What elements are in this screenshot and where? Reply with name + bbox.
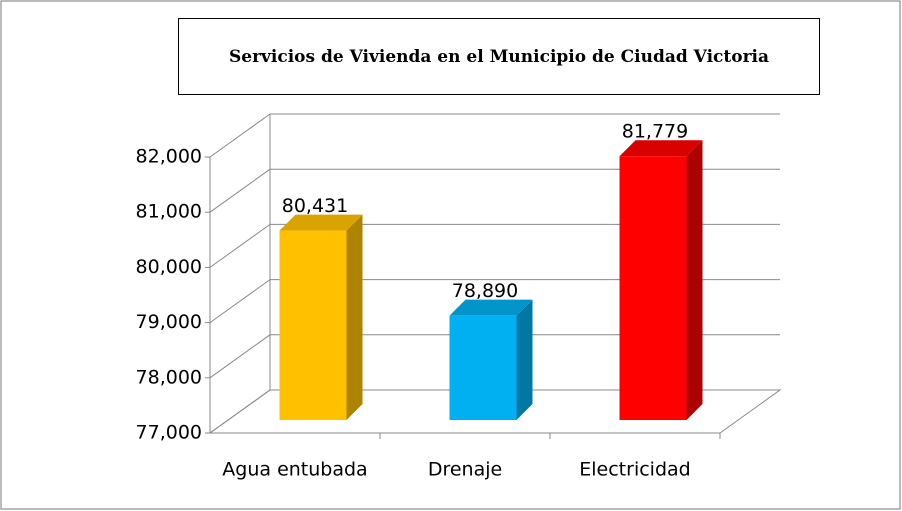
grid-line bbox=[209, 279, 271, 324]
x-tick-label: Drenaje bbox=[428, 459, 502, 481]
bar bbox=[279, 230, 347, 420]
bar-top bbox=[279, 214, 363, 231]
value-label: 80,431 bbox=[282, 195, 348, 217]
bar bbox=[449, 315, 517, 420]
value-label: 78,890 bbox=[452, 280, 518, 302]
bar-side bbox=[516, 299, 533, 420]
grid-line bbox=[209, 113, 271, 158]
x-tick-label: Agua entubada bbox=[222, 459, 367, 481]
grid-line bbox=[209, 389, 271, 434]
y-tick-label: 81,000 bbox=[136, 201, 202, 223]
grid-line bbox=[209, 223, 271, 268]
y-tick-label: 82,000 bbox=[136, 146, 202, 168]
bar-side bbox=[686, 140, 703, 420]
y-tick-label: 79,000 bbox=[136, 311, 202, 333]
bar-side bbox=[346, 214, 363, 420]
y-tick-label: 78,000 bbox=[136, 366, 202, 388]
bar-top bbox=[619, 140, 703, 157]
y-tick-label: 80,000 bbox=[136, 256, 202, 278]
grid-line bbox=[209, 334, 271, 379]
bar-top bbox=[449, 299, 533, 316]
value-label: 81,779 bbox=[622, 121, 688, 143]
chart-title: Servicios de Vivienda en el Municipio de… bbox=[178, 18, 820, 95]
y-tick-label: 77,000 bbox=[136, 422, 202, 444]
x-tick-label: Electricidad bbox=[579, 459, 690, 481]
grid-line bbox=[209, 168, 271, 213]
bar bbox=[619, 156, 687, 420]
